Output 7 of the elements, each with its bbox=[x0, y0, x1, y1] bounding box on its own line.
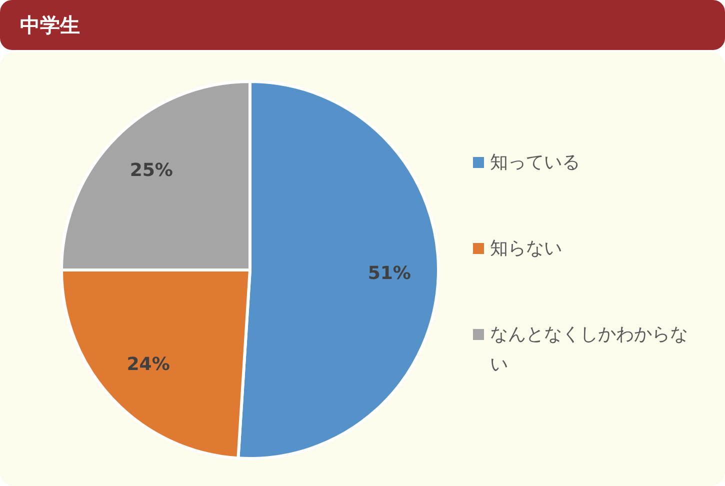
legend-label: なんとなくしかわからない bbox=[490, 323, 689, 377]
legend-label: 知らない bbox=[490, 237, 562, 261]
data-label: 24% bbox=[126, 354, 170, 376]
chart-title: 中学生 bbox=[20, 12, 80, 39]
legend-label: 知っている bbox=[490, 151, 580, 175]
data-label: 25% bbox=[130, 160, 173, 182]
data-label: 51% bbox=[368, 263, 411, 284]
